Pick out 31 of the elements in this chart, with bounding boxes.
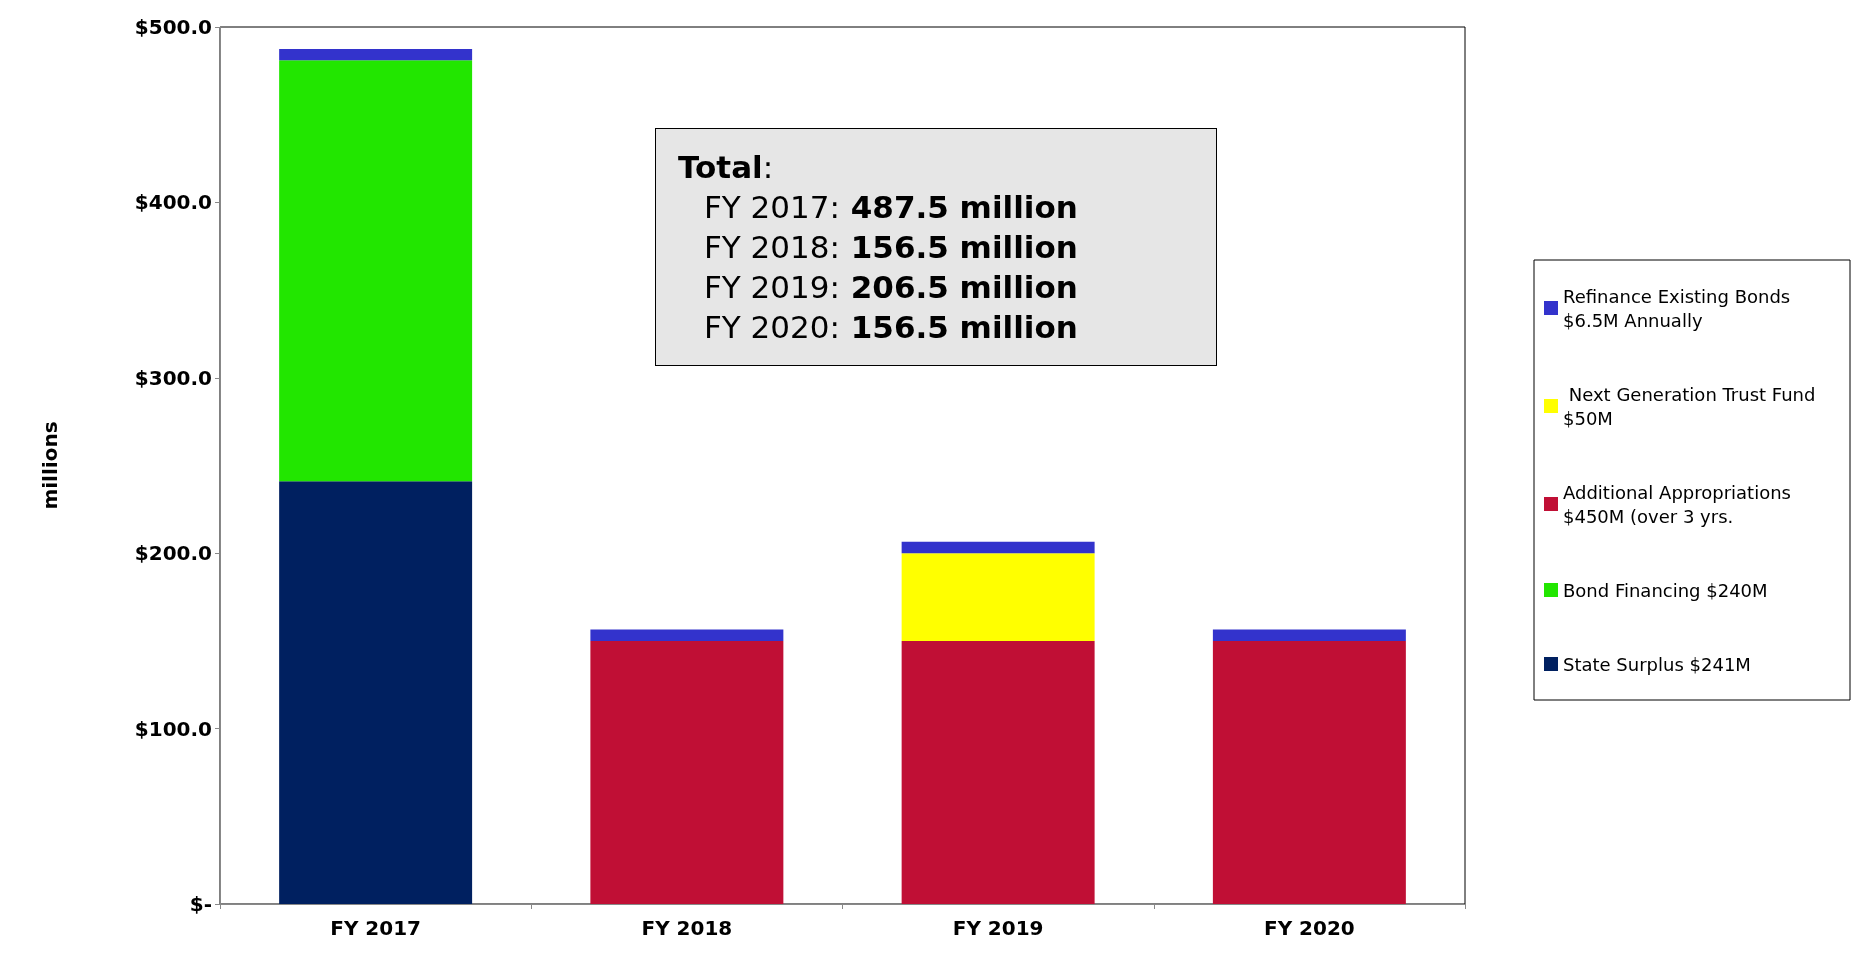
legend-label: Next Generation Trust Fund $50M xyxy=(1563,383,1822,429)
bar xyxy=(590,629,784,641)
bar xyxy=(901,541,1095,554)
y-axis-title: millions xyxy=(38,421,62,510)
bar xyxy=(279,481,473,904)
annotation: FY 2020: 156.5 million xyxy=(703,308,1079,347)
y-tick-label: $- xyxy=(189,892,212,916)
bar xyxy=(1212,629,1406,641)
bar xyxy=(279,60,473,482)
annotation: FY 2019: 206.5 million xyxy=(703,268,1079,307)
y-tick-label: $500.0 xyxy=(134,15,212,39)
annotation: Total: xyxy=(677,148,775,187)
y-tick-label: $300.0 xyxy=(134,365,212,390)
y-tick-label: $400.0 xyxy=(134,190,212,215)
legend-label: Additional Appropriations $450M (over 3 yrs. xyxy=(1563,481,1797,527)
annotation: FY 2017: 487.5 million xyxy=(703,188,1079,227)
x-tick-label: FY 2019 xyxy=(952,916,1044,940)
legend-label: Bond Financing $240M xyxy=(1563,579,1768,601)
x-tick-label: FY 2020 xyxy=(1263,916,1355,940)
bar xyxy=(1212,640,1406,904)
x-tick-label: FY 2017 xyxy=(330,916,422,940)
bar xyxy=(901,553,1095,641)
legend-label: State Surplus $241M xyxy=(1563,653,1751,675)
annotation: FY 2018: 156.5 million xyxy=(703,228,1079,267)
bar xyxy=(901,640,1095,904)
bar xyxy=(590,640,784,904)
x-tick-label: FY 2018 xyxy=(641,916,733,940)
y-tick-label: $200.0 xyxy=(134,541,212,566)
legend-label: Refinance Existing Bonds $6.5M Annually xyxy=(1563,285,1796,331)
bar xyxy=(279,48,473,61)
y-tick-label: $100.0 xyxy=(134,716,212,741)
